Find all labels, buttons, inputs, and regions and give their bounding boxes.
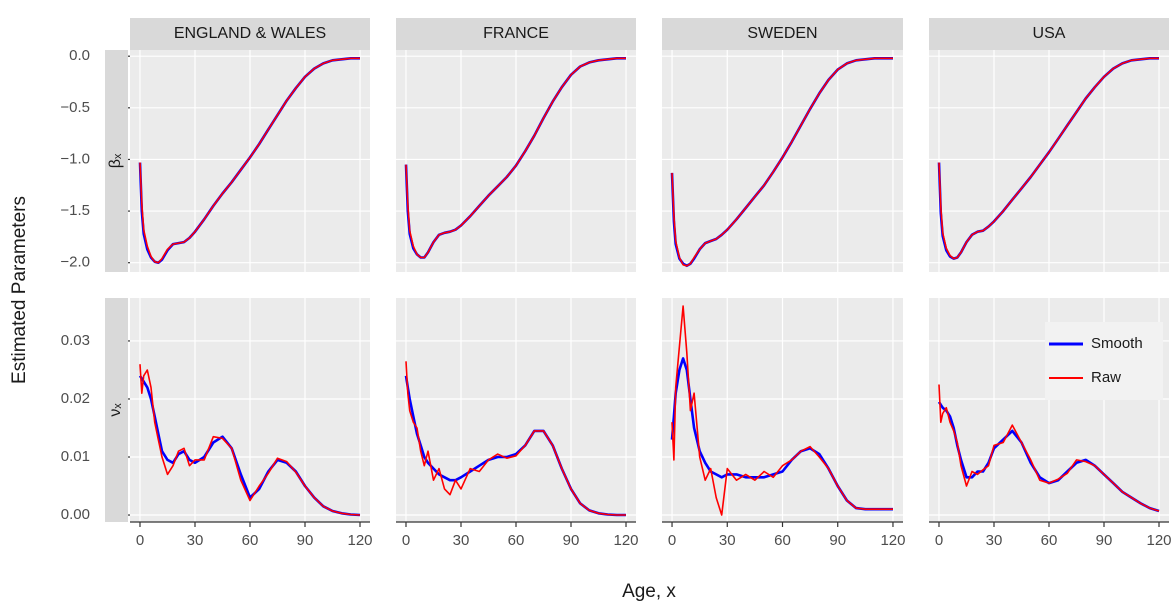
x-tick-label: 30: [453, 532, 470, 549]
x-axis-title: Age, x: [622, 581, 676, 602]
column-strip: [662, 18, 903, 50]
y-tick-label: −1.0: [60, 150, 90, 167]
x-tick-label: 120: [613, 532, 638, 549]
x-tick-label: 60: [774, 532, 791, 549]
series-line: [405, 361, 626, 516]
x-tick-label: 90: [563, 532, 580, 549]
y-tick-label: 0.0: [69, 47, 90, 64]
y-axis-title: Estimated Parameters: [9, 196, 30, 384]
x-tick-label: 90: [297, 532, 314, 549]
y-tick-label: 0.00: [61, 506, 90, 523]
legend-label: Raw: [1091, 369, 1121, 386]
column-strip: [130, 18, 370, 50]
y-tick-label: 0.01: [61, 448, 90, 465]
x-tick-label: 120: [1146, 532, 1171, 549]
legend-background: [1045, 322, 1163, 400]
x-tick-label: 30: [719, 532, 736, 549]
x-tick-label: 30: [187, 532, 204, 549]
y-tick-label: 0.02: [61, 390, 90, 407]
x-tick-label: 0: [668, 532, 676, 549]
x-tick-label: 60: [1041, 532, 1058, 549]
x-tick-label: 90: [829, 532, 846, 549]
series-line: [938, 57, 1159, 260]
y-tick-label: −2.0: [60, 254, 90, 271]
series-line: [671, 305, 893, 516]
x-tick-label: 120: [347, 532, 372, 549]
series-line: [139, 57, 360, 264]
column-strip: [396, 18, 636, 50]
x-tick-label: 0: [935, 532, 943, 549]
x-tick-label: 120: [880, 532, 905, 549]
row-strip: [105, 298, 128, 522]
series-line: [139, 364, 361, 516]
legend-label: Smooth: [1091, 335, 1143, 352]
x-tick-label: 30: [986, 532, 1003, 549]
x-tick-label: 90: [1096, 532, 1113, 549]
x-tick-label: 60: [508, 532, 525, 549]
y-tick-label: −1.5: [60, 202, 90, 219]
series-line: [405, 57, 626, 259]
row-strip: [105, 50, 128, 272]
row-label: βₓ: [107, 153, 124, 168]
series-line: [938, 384, 1160, 512]
column-label: USA: [1033, 25, 1066, 42]
x-tick-label: 60: [242, 532, 259, 549]
column-label: SWEDEN: [747, 25, 817, 42]
y-tick-label: 0.03: [61, 332, 90, 349]
column-strip: [929, 18, 1169, 50]
y-tick-label: −0.5: [60, 99, 90, 116]
column-label: ENGLAND & WALES: [174, 25, 326, 42]
series-line: [671, 57, 893, 267]
x-tick-label: 0: [402, 532, 410, 549]
column-label: FRANCE: [483, 25, 549, 42]
row-label: νₓ: [107, 403, 124, 417]
x-tick-label: 0: [136, 532, 144, 549]
